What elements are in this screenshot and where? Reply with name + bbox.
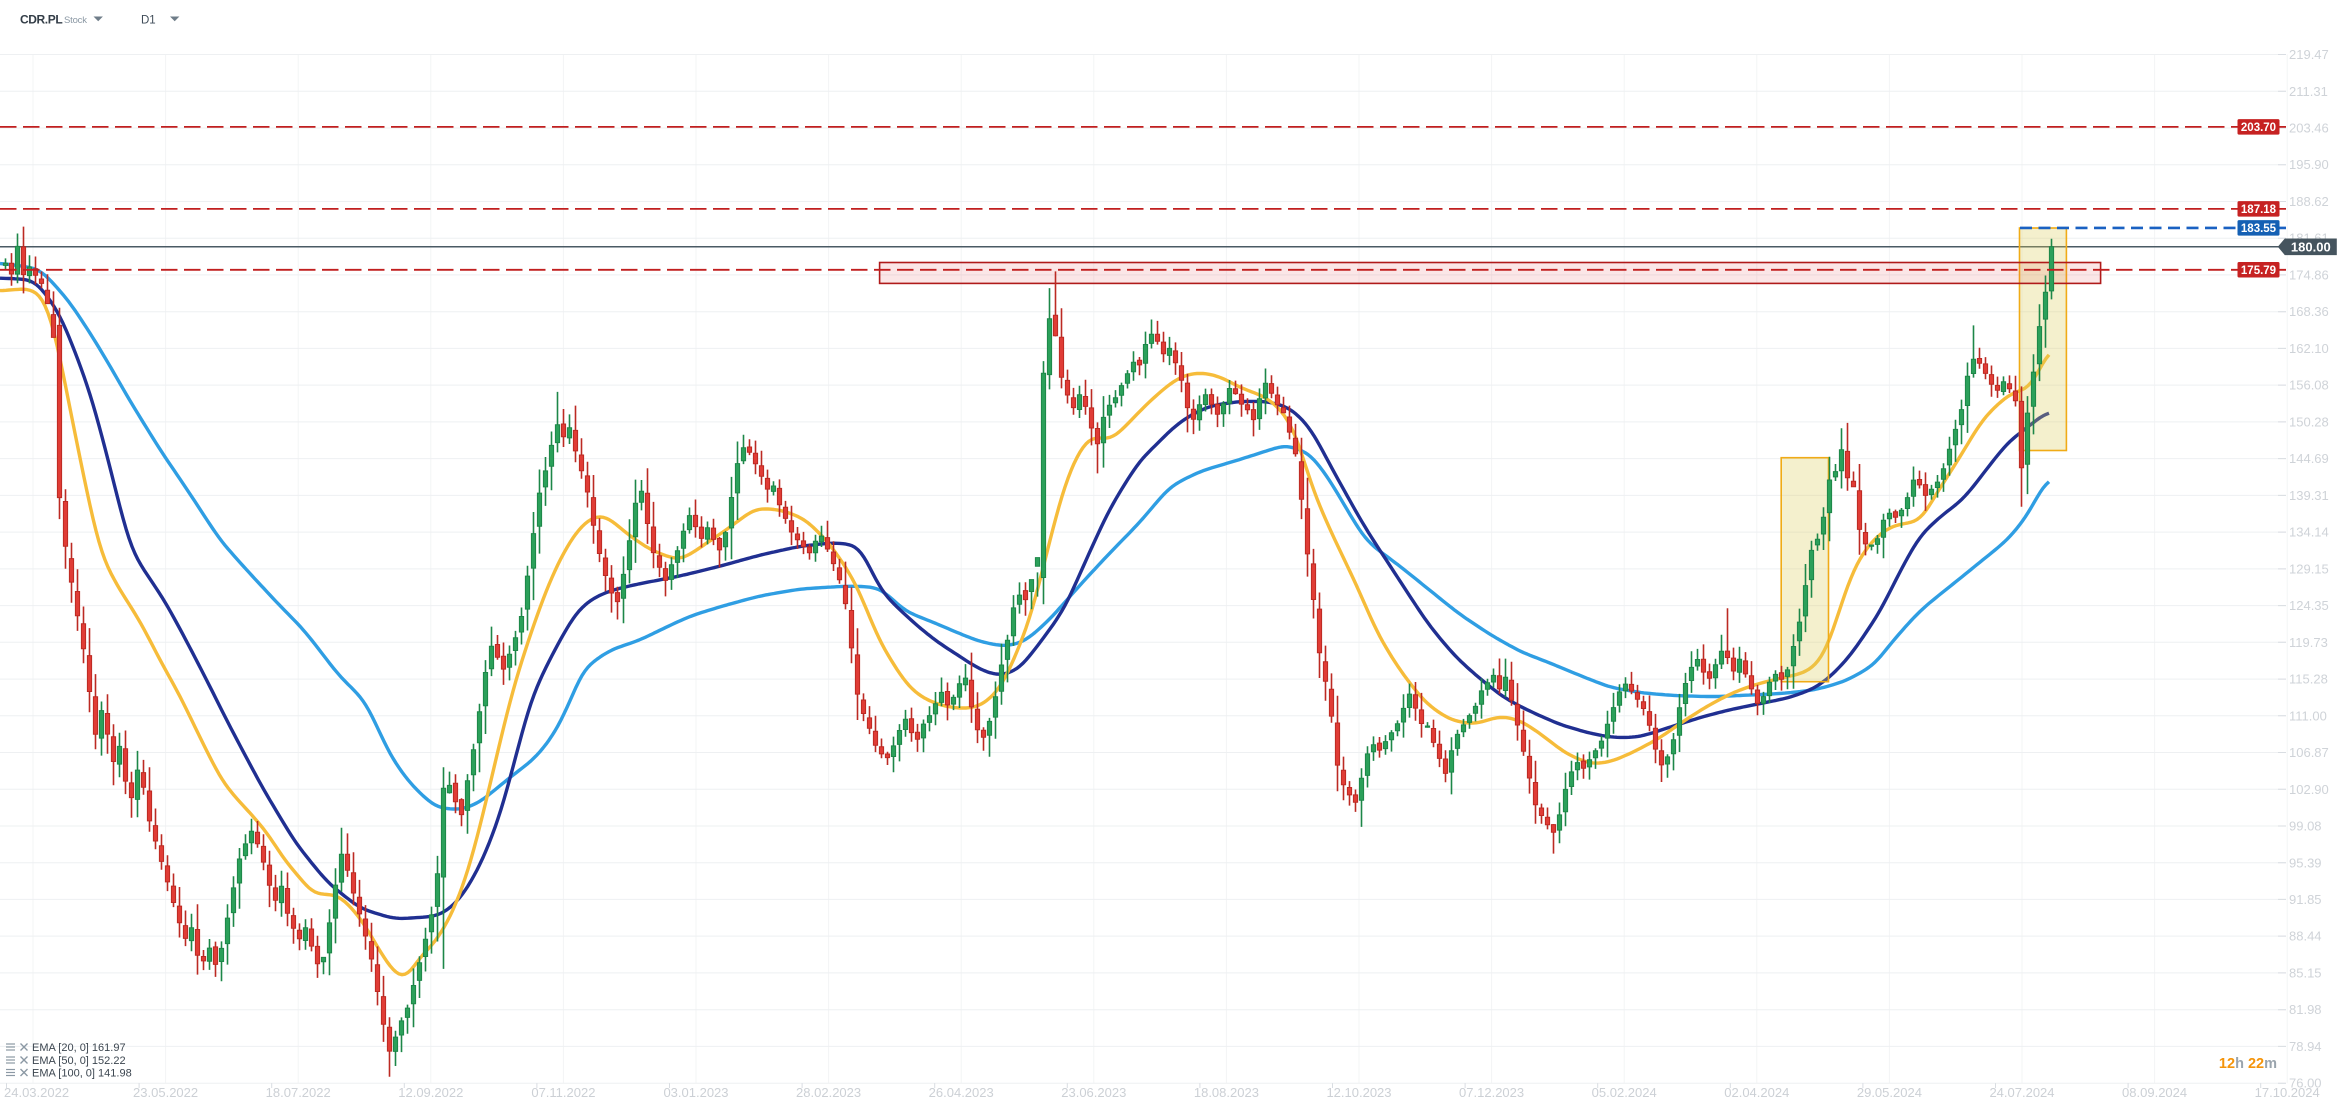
svg-text:183.55: 183.55 — [2241, 223, 2277, 235]
svg-text:180.00: 180.00 — [2291, 239, 2331, 254]
svg-text:99.08: 99.08 — [2289, 819, 2322, 834]
svg-text:07.11.2022: 07.11.2022 — [531, 1085, 595, 1100]
svg-text:187.18: 187.18 — [2241, 204, 2277, 216]
svg-text:EMA [20, 0] 161.97: EMA [20, 0] 161.97 — [32, 1042, 126, 1054]
svg-text:EMA [100, 0] 141.98: EMA [100, 0] 141.98 — [32, 1067, 132, 1079]
svg-text:23.06.2023: 23.06.2023 — [1061, 1085, 1126, 1100]
svg-text:111.00: 111.00 — [2289, 708, 2327, 723]
svg-text:188.62: 188.62 — [2289, 194, 2329, 209]
svg-text:150.28: 150.28 — [2289, 414, 2329, 429]
svg-text:85.15: 85.15 — [2289, 965, 2322, 980]
svg-text:24.07.2024: 24.07.2024 — [1989, 1085, 2054, 1100]
svg-text:211.31: 211.31 — [2289, 84, 2328, 99]
svg-text:195.90: 195.90 — [2289, 157, 2329, 172]
svg-text:28.02.2023: 28.02.2023 — [796, 1085, 861, 1100]
svg-text:219.47: 219.47 — [2289, 47, 2329, 62]
svg-text:07.12.2023: 07.12.2023 — [1459, 1085, 1524, 1100]
svg-text:02.04.2024: 02.04.2024 — [1724, 1085, 1789, 1100]
svg-text:08.09.2024: 08.09.2024 — [2122, 1085, 2187, 1100]
svg-text:Stock: Stock — [64, 15, 87, 26]
svg-text:203.46: 203.46 — [2289, 121, 2329, 136]
svg-text:18.08.2023: 18.08.2023 — [1194, 1085, 1259, 1100]
svg-text:03.01.2023: 03.01.2023 — [663, 1085, 728, 1100]
svg-text:12.09.2022: 12.09.2022 — [398, 1085, 463, 1100]
svg-text:17.10.2024: 17.10.2024 — [2255, 1085, 2320, 1100]
svg-text:168.36: 168.36 — [2289, 304, 2329, 319]
svg-text:24.03.2022: 24.03.2022 — [4, 1085, 69, 1100]
svg-text:78.94: 78.94 — [2289, 1039, 2322, 1054]
svg-text:18.07.2022: 18.07.2022 — [266, 1085, 331, 1100]
svg-text:88.44: 88.44 — [2289, 929, 2322, 944]
svg-text:91.85: 91.85 — [2289, 892, 2322, 907]
svg-text:12.10.2023: 12.10.2023 — [1326, 1085, 1391, 1100]
svg-text:D1: D1 — [141, 15, 156, 27]
svg-text:26.04.2023: 26.04.2023 — [929, 1085, 994, 1100]
svg-text:29.05.2024: 29.05.2024 — [1857, 1085, 1922, 1100]
svg-text:162.10: 162.10 — [2289, 341, 2329, 356]
svg-text:175.79: 175.79 — [2241, 265, 2276, 277]
svg-text:CDR.PL: CDR.PL — [20, 13, 62, 27]
svg-text:81.98: 81.98 — [2289, 1002, 2322, 1017]
svg-text:115.28: 115.28 — [2289, 672, 2328, 687]
svg-text:EMA [50, 0] 152.22: EMA [50, 0] 152.22 — [32, 1055, 126, 1067]
svg-text:203.70: 203.70 — [2241, 122, 2276, 134]
svg-text:76.00: 76.00 — [2289, 1076, 2322, 1091]
svg-text:05.02.2024: 05.02.2024 — [1592, 1085, 1657, 1100]
svg-text:129.15: 129.15 — [2289, 561, 2329, 576]
svg-text:144.69: 144.69 — [2289, 451, 2329, 466]
svg-text:156.08: 156.08 — [2289, 378, 2329, 393]
svg-text:174.86: 174.86 — [2289, 267, 2329, 282]
svg-text:23.05.2022: 23.05.2022 — [133, 1085, 198, 1100]
svg-text:134.14: 134.14 — [2289, 525, 2329, 540]
svg-text:95.39: 95.39 — [2289, 855, 2322, 870]
svg-text:106.87: 106.87 — [2289, 745, 2329, 760]
svg-text:139.31: 139.31 — [2289, 488, 2329, 503]
svg-text:124.35: 124.35 — [2289, 598, 2329, 613]
svg-text:102.90: 102.90 — [2289, 782, 2329, 797]
svg-text:12h 22m: 12h 22m — [2219, 1056, 2277, 1072]
svg-text:119.73: 119.73 — [2289, 635, 2328, 650]
